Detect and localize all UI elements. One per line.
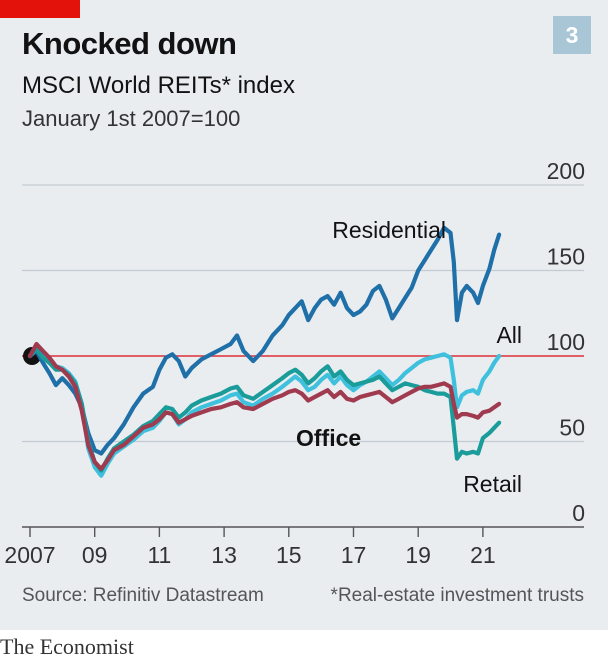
series-label-all: All	[496, 322, 522, 348]
line-chart: 0 50 100 150 200 2007 09 11 13 15 17 19 21 Resident…	[4, 158, 585, 568]
series-label-office: Office	[296, 425, 361, 451]
y-tick-labels: 0 50 100 150 200	[547, 158, 585, 526]
chart-number-badge: 3	[553, 16, 591, 54]
x-tick-label: 21	[470, 542, 496, 568]
x-tick-label: 09	[82, 542, 108, 568]
x-tick-label: 11	[147, 542, 171, 568]
economist-red-tab	[0, 0, 80, 18]
x-ticks: 2007 09 11 13 15 17 19 21	[4, 527, 496, 568]
x-tick-label: 2007	[4, 542, 55, 568]
chart-units: January 1st 2007=100	[22, 106, 241, 131]
series-label-retail: Retail	[463, 471, 522, 497]
series-line-residential	[27, 225, 502, 456]
x-tick-label: 13	[211, 542, 237, 568]
footnote: *Real-estate investment trusts	[330, 585, 584, 606]
series-line-office	[27, 341, 502, 471]
chart-panel	[0, 0, 608, 630]
y-tick-label: 200	[547, 158, 585, 184]
series-label-residential: Residential	[332, 217, 446, 243]
y-tick-label: 100	[547, 329, 585, 355]
y-tick-label: 150	[547, 244, 585, 270]
y-tick-label: 50	[559, 415, 585, 441]
series-lines	[27, 225, 502, 478]
series-line-all	[27, 343, 502, 478]
economist-brand: The Economist	[0, 634, 134, 659]
x-tick-label: 15	[276, 542, 302, 568]
x-tick-label: 19	[405, 542, 431, 568]
source-note: Source: Refinitiv Datastream	[22, 585, 264, 606]
chart-subtitle: MSCI World REITs* index	[22, 72, 295, 99]
y-tick-label: 0	[572, 500, 585, 526]
x-tick-label: 17	[341, 542, 367, 568]
chart-title: Knocked down	[22, 26, 237, 61]
series-labels: Residential All Office Retail	[296, 217, 522, 497]
